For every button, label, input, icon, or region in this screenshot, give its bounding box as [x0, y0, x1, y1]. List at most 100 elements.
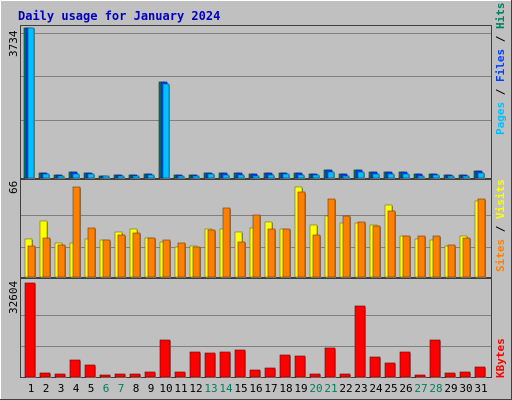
- x-tick-label: 7: [118, 382, 125, 395]
- bar-sites: [42, 237, 51, 278]
- bar-pages: [222, 174, 230, 179]
- x-tick-label: 8: [133, 382, 140, 395]
- bar-kbytes: [219, 351, 231, 378]
- chart-title: Daily usage for January 2024: [18, 9, 220, 23]
- panel-top-max-label: 3734: [7, 30, 20, 57]
- x-tick-label: 3: [58, 382, 65, 395]
- x-tick-label: 31: [474, 382, 487, 395]
- bar-sites: [327, 198, 336, 278]
- bar-sites: [162, 239, 171, 278]
- bar-sites: [102, 239, 111, 278]
- x-tick-label: 6: [103, 382, 110, 395]
- x-tick-label: 20: [309, 382, 322, 395]
- bar-kbytes: [324, 347, 336, 378]
- bar-pages: [72, 173, 80, 179]
- bar-pages: [102, 175, 110, 179]
- bar-pages: [387, 173, 395, 179]
- bar-pages: [447, 175, 455, 179]
- bar-sites: [447, 244, 456, 278]
- bar-kbytes: [159, 339, 171, 378]
- bar-pages: [192, 175, 200, 179]
- x-tick-label: 14: [219, 382, 233, 395]
- panel-middle-max-label: 66: [7, 181, 20, 194]
- bar-kbytes: [474, 366, 486, 378]
- bar-pages: [252, 175, 260, 179]
- bar-sites: [342, 215, 351, 278]
- bar-kbytes: [204, 352, 216, 378]
- bar-sites: [132, 232, 141, 278]
- bar-kbytes: [429, 339, 441, 378]
- bar-pages: [312, 174, 320, 179]
- bar-sites: [372, 225, 381, 278]
- bar-pages: [477, 172, 485, 179]
- bar-kbytes: [114, 373, 126, 378]
- bar-kbytes: [84, 364, 96, 378]
- bar-sites: [192, 246, 201, 278]
- chart-bars: [23, 27, 486, 378]
- x-tick-label: 11: [174, 382, 187, 395]
- bar-sites: [117, 234, 126, 278]
- bar-pages: [342, 175, 350, 179]
- bar-kbytes: [444, 372, 456, 378]
- bar-sites: [282, 228, 291, 278]
- bar-kbytes: [339, 373, 351, 378]
- x-tick-label: 10: [159, 382, 172, 395]
- bar-kbytes: [414, 374, 426, 378]
- x-tick-label: 18: [279, 382, 292, 395]
- bar-pages: [432, 174, 440, 179]
- x-tick-label: 13: [204, 382, 217, 395]
- bar-kbytes: [174, 371, 186, 378]
- x-tick-label: 27: [414, 382, 427, 395]
- bar-pages: [357, 171, 365, 179]
- bar-kbytes: [384, 362, 396, 378]
- bar-kbytes: [144, 371, 156, 378]
- x-tick-label: 29: [444, 382, 457, 395]
- bar-pages: [117, 175, 125, 179]
- bar-kbytes: [264, 367, 276, 378]
- bar-sites: [402, 235, 411, 278]
- bar-sites: [57, 244, 66, 278]
- x-tick-label: 5: [88, 382, 95, 395]
- bar-sites: [417, 235, 426, 278]
- bar-pages: [417, 175, 425, 179]
- x-tick-label: 4: [73, 382, 80, 395]
- bar-pages: [402, 173, 410, 179]
- bar-pages: [297, 174, 305, 179]
- legend-files: Files: [494, 49, 507, 82]
- x-tick-label: 24: [369, 382, 383, 395]
- bar-sites: [207, 229, 216, 278]
- bar-sites: [387, 210, 396, 278]
- bar-sites: [147, 237, 156, 278]
- legend-bottom: KBytes: [494, 338, 507, 378]
- x-tick-label: 15: [234, 382, 247, 395]
- legend-kbytes: KBytes: [494, 338, 507, 378]
- bar-kbytes: [54, 373, 66, 378]
- x-tick-label: 22: [339, 382, 352, 395]
- x-tick-label: 9: [148, 382, 155, 395]
- bar-sites: [27, 245, 36, 278]
- bar-kbytes: [99, 374, 111, 378]
- x-tick-label: 1: [28, 382, 35, 395]
- bar-sites: [237, 241, 246, 278]
- bar-kbytes: [309, 373, 321, 378]
- bar-sites: [462, 237, 471, 278]
- bar-kbytes: [249, 369, 261, 378]
- x-tick-label: 21: [324, 382, 337, 395]
- legend-separator: /: [494, 88, 507, 95]
- bar-kbytes: [294, 355, 306, 378]
- bar-pages: [372, 173, 380, 179]
- bar-pages: [162, 83, 170, 179]
- legend-middle: Sites / Visits: [494, 179, 507, 272]
- bar-kbytes: [39, 372, 51, 378]
- bar-sites: [432, 235, 441, 278]
- bar-kbytes: [24, 282, 36, 378]
- legend-separator: /: [494, 225, 507, 232]
- bar-pages: [27, 27, 35, 179]
- gridlines: [21, 33, 491, 347]
- bar-kbytes: [129, 373, 141, 378]
- x-axis-labels: 1 2 3 4 5 6 7 8 9 10 11 12 13 14 15 16 17 18 19 20 21 22 23 24 2…: [28, 382, 488, 395]
- bar-pages: [42, 173, 50, 179]
- bar-pages: [147, 174, 155, 179]
